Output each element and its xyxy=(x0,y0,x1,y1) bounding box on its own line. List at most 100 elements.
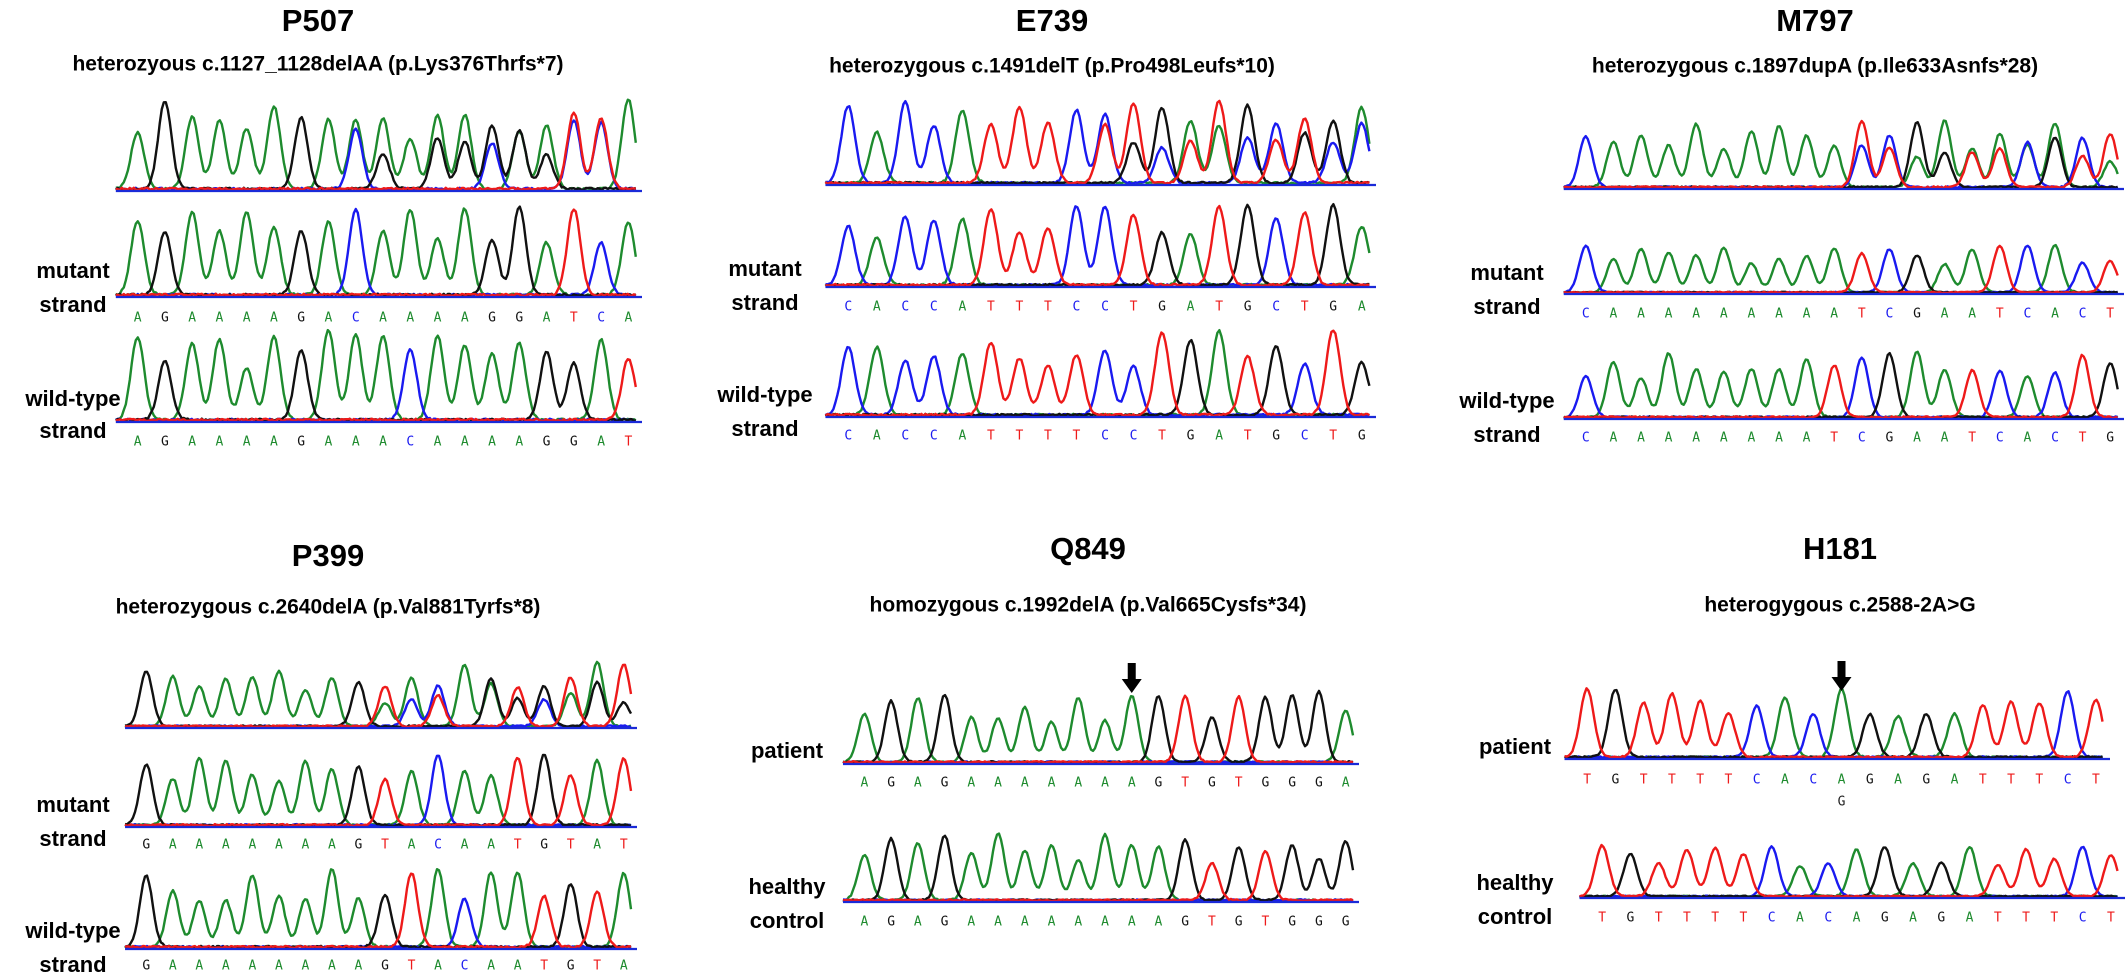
base-call: A xyxy=(270,311,278,326)
base-call: A xyxy=(1913,431,1921,446)
base-call: A xyxy=(379,311,387,326)
base-call: T xyxy=(1130,300,1138,315)
base-call: C xyxy=(1073,300,1081,315)
base-call: A xyxy=(1215,429,1223,444)
trace-a xyxy=(1579,846,2118,899)
base-call: A xyxy=(188,435,196,450)
base-call: A xyxy=(379,435,387,450)
trace-t xyxy=(1563,353,2118,420)
base-call: A xyxy=(488,435,496,450)
variant-description: heterozygous c.2640delA (p.Val881Tyrfs*8… xyxy=(116,596,541,619)
base-call: A xyxy=(1692,307,1700,322)
track-label: strand xyxy=(39,292,106,317)
panel-q849: Q849 homozygous c.1992delA (p.Val665Cysfs… xyxy=(748,531,1359,933)
panel-title: H181 xyxy=(1803,531,1877,566)
base-call: C xyxy=(1885,307,1893,322)
base-call: T xyxy=(408,959,416,974)
trace-t xyxy=(115,111,637,192)
base-call: A xyxy=(624,311,632,326)
chromatogram-track xyxy=(824,99,1376,187)
base-call: C xyxy=(1996,431,2004,446)
trace-t xyxy=(115,208,637,298)
base-call: A xyxy=(487,838,495,853)
base-call: C xyxy=(2023,307,2031,322)
base-call: G xyxy=(1626,911,1634,926)
base-call: A xyxy=(355,959,363,974)
base-call: A xyxy=(1838,773,1846,788)
base-call: G xyxy=(515,311,523,326)
panel-title: E739 xyxy=(1016,3,1088,38)
trace-t xyxy=(842,849,1354,903)
base-call: T xyxy=(540,959,548,974)
base-call: G xyxy=(1913,307,1921,322)
base-call: C xyxy=(1768,911,1776,926)
base-call: A xyxy=(1830,307,1838,322)
base-call: A xyxy=(1128,776,1136,791)
base-call: A xyxy=(1747,431,1755,446)
base-call: A xyxy=(1128,915,1136,930)
trace-a xyxy=(1563,119,2119,190)
base-call: G xyxy=(355,838,363,853)
base-call: C xyxy=(2079,911,2087,926)
track-label: mutant xyxy=(36,258,110,283)
track-label: strand xyxy=(1473,294,1540,319)
base-call: G xyxy=(1937,911,1945,926)
base-call: A xyxy=(1155,915,1163,930)
base-call: G xyxy=(1235,915,1243,930)
trace-t xyxy=(115,358,637,423)
base-call: C xyxy=(1101,429,1109,444)
track-label: control xyxy=(750,908,825,933)
trace-c xyxy=(825,205,1370,288)
base-call: A xyxy=(352,435,360,450)
base-call: G xyxy=(941,776,949,791)
base-call: A xyxy=(994,776,1002,791)
track-label: wild-type xyxy=(24,918,120,943)
base-call: C xyxy=(1824,911,1832,926)
base-call: T xyxy=(1016,429,1024,444)
base-call: T xyxy=(1711,911,1719,926)
chromatogram-track xyxy=(1563,119,2124,191)
base-call: G xyxy=(1329,300,1337,315)
base-call: G xyxy=(297,435,305,450)
base-call: T xyxy=(1044,429,1052,444)
alternate-base-call: G xyxy=(1838,795,1846,810)
base-call: A xyxy=(216,435,224,450)
base-call: A xyxy=(248,959,256,974)
base-call: A xyxy=(134,435,142,450)
base-call: T xyxy=(570,311,578,326)
base-call: G xyxy=(941,915,949,930)
base-call: C xyxy=(930,300,938,315)
base-call: G xyxy=(488,311,496,326)
base-call: T xyxy=(987,300,995,315)
base-call: A xyxy=(243,435,251,450)
track-label: control xyxy=(1478,904,1553,929)
base-call: A xyxy=(325,435,333,450)
base-call: A xyxy=(275,959,283,974)
base-call: T xyxy=(1668,773,1676,788)
base-call: A xyxy=(1637,307,1645,322)
base-call: A xyxy=(1048,776,1056,791)
base-call: T xyxy=(514,838,522,853)
base-call: G xyxy=(887,776,895,791)
base-call: G xyxy=(887,915,895,930)
base-call: A xyxy=(1720,431,1728,446)
base-call: A xyxy=(222,959,230,974)
base-call: G xyxy=(1866,773,1874,788)
base-call: A xyxy=(994,915,1002,930)
base-call: G xyxy=(1881,911,1889,926)
base-call: T xyxy=(1329,429,1337,444)
base-call: T xyxy=(1996,307,2004,322)
base-call: T xyxy=(1830,431,1838,446)
base-call: T xyxy=(1740,911,1748,926)
base-call: T xyxy=(1073,429,1081,444)
base-call: T xyxy=(620,838,628,853)
base-call: T xyxy=(624,435,632,450)
base-call: A xyxy=(1968,307,1976,322)
variant-arrow-icon xyxy=(1831,661,1852,691)
trace-g xyxy=(115,349,637,423)
base-call: A xyxy=(514,959,522,974)
track-label: strand xyxy=(39,418,106,443)
base-call: C xyxy=(1858,431,1866,446)
